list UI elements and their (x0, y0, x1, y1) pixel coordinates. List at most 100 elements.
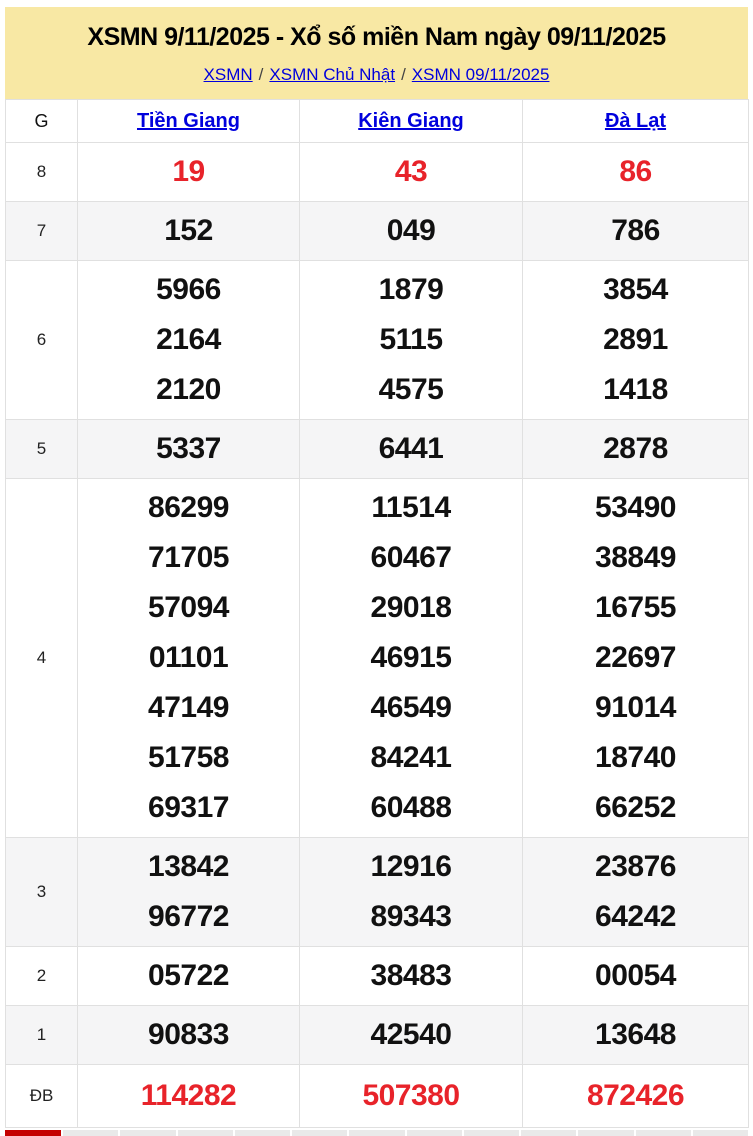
peek-cell (578, 1130, 634, 1136)
result-number: 16755 (595, 591, 676, 624)
result-number: 18740 (595, 741, 676, 774)
result-number: 2878 (603, 432, 668, 465)
prize-cell: 00054 (522, 946, 749, 1006)
result-number: 19 (172, 155, 205, 188)
result-number: 91014 (595, 691, 676, 724)
prize-row: 7 152 049 786 (5, 201, 749, 261)
result-number: 89343 (370, 900, 452, 933)
result-number: 507380 (362, 1079, 460, 1112)
province-header: Kiên Giang (299, 99, 523, 143)
result-number: 53490 (595, 491, 676, 524)
breadcrumb-link[interactable]: XSMN (203, 65, 253, 84)
prize-cell: 114282 (77, 1064, 300, 1128)
breadcrumb: XSMN / XSMN Chủ Nhật / XSMN 09/11/2025 (13, 65, 740, 85)
result-number: 114282 (140, 1079, 237, 1112)
result-number: 01101 (148, 641, 229, 674)
prize-label: 1 (5, 1005, 78, 1065)
result-number: 90833 (148, 1018, 229, 1051)
result-number: 6441 (378, 432, 444, 465)
prize-cell: 6441 (299, 419, 523, 479)
result-number: 5115 (379, 323, 443, 356)
result-number: 11514 (371, 491, 451, 524)
prize-cell: 86 (522, 142, 749, 202)
result-number: 43 (394, 155, 428, 188)
prize-cell: 786 (522, 201, 749, 261)
result-number: 71705 (148, 541, 229, 574)
result-number: 51758 (148, 741, 229, 774)
result-number: 38849 (595, 541, 676, 574)
result-number: 46915 (370, 641, 452, 674)
result-number: 2120 (156, 373, 221, 406)
province-header: Đà Lạt (522, 99, 749, 143)
results-table: G Tiền Giang Kiên Giang Đà Lạt 8 19 43 86 7 152… (5, 99, 749, 1128)
province-header: Tiền Giang (77, 99, 300, 143)
prize-cell: 872426 (522, 1064, 749, 1128)
prize-row: 4 86299 71705 57094 01101 47149 51758 69317 1151… (5, 478, 749, 838)
prize-cell: 5966 2164 2120 (77, 260, 300, 420)
result-number: 2164 (156, 323, 221, 356)
result-number: 12916 (370, 850, 452, 883)
province-link[interactable]: Kiên Giang (358, 109, 464, 132)
result-number: 049 (386, 214, 436, 247)
prize-row: 3 13842 96772 12916 89343 23876 64242 (5, 837, 749, 947)
result-number: 84241 (370, 741, 452, 774)
prize-label: 7 (5, 201, 78, 261)
prize-cell: 152 (77, 201, 300, 261)
prize-cell: 90833 (77, 1005, 300, 1065)
result-number: 23876 (595, 850, 676, 883)
result-number: 152 (164, 214, 213, 247)
prize-cell: 3854 2891 1418 (522, 260, 749, 420)
prize-cell: 2878 (522, 419, 749, 479)
prize-cell: 507380 (299, 1064, 523, 1128)
result-number: 13648 (595, 1018, 676, 1051)
prize-cell: 049 (299, 201, 523, 261)
peek-cell (292, 1130, 348, 1136)
peek-cell (234, 1130, 290, 1136)
prize-cell: 1879 5115 4575 (299, 260, 523, 420)
result-number: 29018 (370, 591, 452, 624)
result-number: 1418 (603, 373, 668, 406)
next-section-peek (5, 1130, 748, 1136)
result-number: 47149 (148, 691, 229, 724)
result-number: 66252 (595, 791, 676, 824)
result-number: 00054 (595, 959, 676, 992)
result-number: 3854 (603, 273, 668, 306)
result-number: 5966 (156, 273, 221, 306)
result-number: 96772 (148, 900, 229, 933)
breadcrumb-link[interactable]: XSMN Chủ Nhật (269, 65, 396, 84)
result-number: 5337 (156, 432, 221, 465)
prize-row: 5 5337 6441 2878 (5, 419, 749, 479)
prize-cell: 11514 60467 29018 46915 46549 84241 60488 (299, 478, 523, 838)
result-number: 786 (611, 214, 660, 247)
result-number: 46549 (370, 691, 452, 724)
result-number: 60488 (370, 791, 452, 824)
province-link[interactable]: Tiền Giang (137, 109, 240, 132)
peek-cell (120, 1130, 176, 1136)
page-header: XSMN 9/11/2025 - Xổ số miền Nam ngày 09/… (5, 7, 748, 99)
prize-cell: 13842 96772 (77, 837, 300, 947)
province-link[interactable]: Đà Lạt (604, 109, 667, 132)
prize-label: 3 (5, 837, 78, 947)
result-number: 38483 (370, 959, 452, 992)
result-number: 86299 (148, 491, 229, 524)
prize-cell: 53490 38849 16755 22697 91014 18740 66252 (522, 478, 749, 838)
peek-cell (635, 1130, 691, 1136)
peek-cell (63, 1130, 119, 1136)
breadcrumb-separator: / (258, 65, 264, 84)
peek-red-cell (5, 1130, 61, 1136)
prize-row: 1 90833 42540 13648 (5, 1005, 749, 1065)
prize-label: 8 (5, 142, 78, 202)
prize-cell: 42540 (299, 1005, 523, 1065)
result-number: 57094 (148, 591, 229, 624)
result-number: 60467 (370, 541, 452, 574)
prize-label: ĐB (5, 1064, 78, 1128)
peek-cell (521, 1130, 577, 1136)
page-title: XSMN 9/11/2025 - Xổ số miền Nam ngày 09/… (87, 23, 666, 51)
breadcrumb-link[interactable]: XSMN 09/11/2025 (411, 65, 550, 84)
prize-cell: 23876 64242 (522, 837, 749, 947)
result-number: 22697 (595, 641, 676, 674)
table-header-row: G Tiền Giang Kiên Giang Đà Lạt (5, 99, 749, 143)
result-number: 05722 (148, 959, 229, 992)
prize-label: 2 (5, 946, 78, 1006)
prize-label: 4 (5, 478, 78, 838)
